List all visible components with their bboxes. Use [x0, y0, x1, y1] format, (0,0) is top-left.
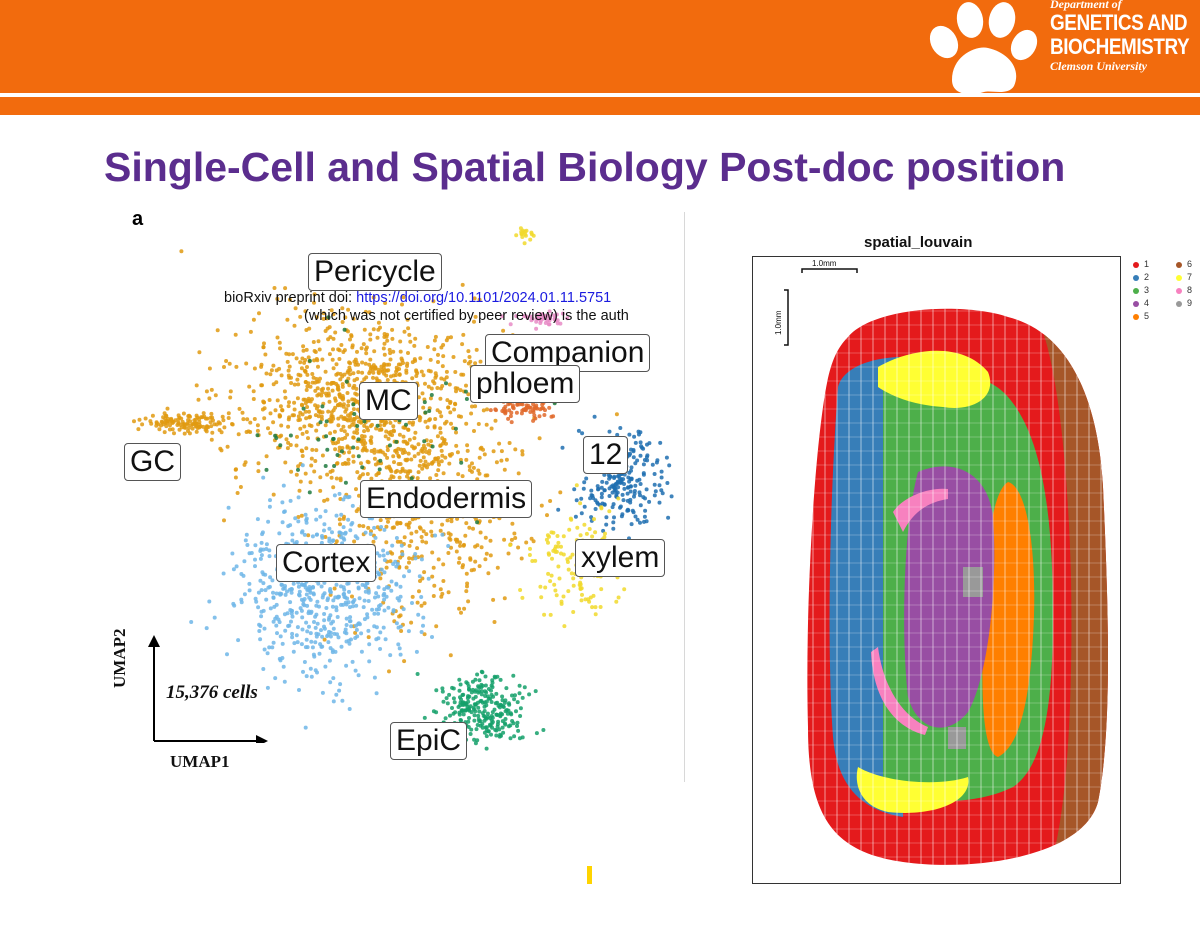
- dept-line-2: GENETICS AND: [1050, 10, 1188, 35]
- legend-dot: [1133, 261, 1139, 268]
- umap-xlabel: UMAP1: [170, 752, 230, 771]
- header-stripe: [0, 97, 1200, 115]
- legend-dot: [1176, 287, 1182, 294]
- preprint-link[interactable]: https://doi.org/10.1101/2024.01.11.5751: [356, 290, 612, 306]
- legend-item-1: 1: [1133, 259, 1149, 269]
- legend-item-5: 5: [1133, 311, 1149, 321]
- scale-bars: [784, 268, 858, 346]
- cluster-label-endodermis: Endodermis: [360, 480, 533, 518]
- legend-dot: [1133, 274, 1139, 281]
- legend-item-3: 3: [1133, 285, 1149, 295]
- dept-line-4: Clemson University: [1050, 59, 1148, 73]
- dept-line-3: BIOCHEMISTRY: [1050, 34, 1190, 59]
- panel-label: a: [132, 208, 144, 230]
- spatial-title: spatial_louvain: [864, 234, 973, 251]
- legend-dot: [1133, 313, 1139, 320]
- scale-x-label: 1.0mm: [812, 259, 837, 268]
- cluster-label-phloem: phloem: [470, 365, 581, 403]
- legend-dot: [1176, 300, 1182, 307]
- cluster-label-12: 12: [583, 436, 629, 474]
- legend-item-7: 7: [1176, 272, 1192, 282]
- spatial-figure: spatial_louvain: [752, 232, 1200, 887]
- yellow-marker: [587, 866, 592, 884]
- cluster-label-pericycle: Pericycle: [308, 253, 442, 291]
- legend-item-6: 6: [1176, 259, 1192, 269]
- paw-icon: [929, 2, 1038, 95]
- spatial-plot-frame: 1.0mm 1.0mm: [752, 256, 1121, 884]
- legend-item-2: 2: [1133, 272, 1149, 282]
- cluster-label-gc: GC: [124, 443, 181, 481]
- slide-title: Single-Cell and Spatial Biology Post-doc…: [104, 144, 1066, 190]
- legend-dot: [1133, 300, 1139, 307]
- figure-divider: [684, 212, 685, 782]
- preprint-line-1: bioRxiv preprint doi: https://doi.org/10…: [224, 290, 611, 306]
- cell-count: 15,376 cells: [166, 682, 258, 703]
- legend-item-9: 9: [1176, 298, 1192, 308]
- legend-dot: [1133, 287, 1139, 294]
- legend-dot: [1176, 261, 1182, 268]
- department-logo-text: Department of GENETICS AND BIOCHEMISTRY …: [1050, 0, 1200, 72]
- legend-dot: [1176, 274, 1182, 281]
- dept-line-1: Department of: [1050, 0, 1122, 11]
- cluster-label-cortex: Cortex: [276, 544, 377, 582]
- legend-item-8: 8: [1176, 285, 1192, 295]
- umap-axes-arrows: [148, 635, 268, 743]
- cluster-label-mc: MC: [359, 382, 418, 420]
- spatial-tissue-map: 1.0mm 1.0mm: [774, 259, 1108, 865]
- scale-y-label: 1.0mm: [774, 310, 783, 335]
- umap-ylabel: UMAP2: [110, 628, 129, 688]
- cluster-label-xylem: xylem: [575, 539, 666, 577]
- preprint-line-2: (which was not certified by peer review)…: [304, 308, 629, 324]
- umap-figure: a bioRxiv preprint doi: https://doi.org/…: [110, 208, 695, 798]
- cluster-label-epic: EpiC: [390, 722, 468, 760]
- preprint-prefix: bioRxiv preprint doi:: [224, 290, 357, 306]
- legend-item-4: 4: [1133, 298, 1149, 308]
